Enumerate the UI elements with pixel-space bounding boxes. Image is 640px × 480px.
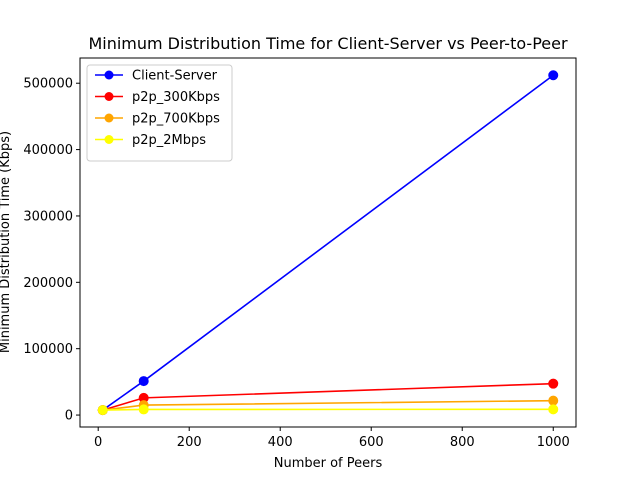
data-point-p2p-2mbps (548, 404, 559, 415)
legend: Client-Server p2p_300Kbps p2p_700Kbps p2p_2… (86, 64, 233, 162)
legend-label: p2p_300Kbps (132, 90, 220, 105)
y-axis-label: Minimum Distribution Time (Kbps) (0, 131, 13, 353)
data-point-p2p-2mbps (97, 405, 108, 416)
legend-marker (104, 135, 114, 144)
y-tick-label: 400000 (23, 143, 73, 158)
y-tick-label: 0 (65, 409, 73, 424)
plot-frame (79, 57, 577, 428)
x-tick-label: 600 (359, 435, 384, 450)
data-point-p2p-700kbps (548, 395, 559, 406)
data-point-p2p-2mbps (138, 404, 149, 415)
y-tick-label: 100000 (23, 342, 73, 357)
chart-title: Minimum Distribution Time for Client-Ser… (88, 34, 568, 53)
x-axis-label: Number of Peers (274, 456, 383, 471)
series-line-p2p-2mbps (102, 408, 554, 411)
legend-marker (104, 92, 114, 101)
legend-marker (104, 113, 114, 123)
legend-label: p2p_2Mbps (132, 133, 206, 148)
series-layer (97, 70, 559, 416)
x-tick-label: 0 (94, 435, 102, 450)
x-axis-ticks: 0 200 400 600 800 1000 (94, 427, 570, 450)
data-point-p2p-300kbps (548, 378, 559, 389)
data-point-client-server (138, 376, 149, 387)
y-tick-label: 500000 (23, 77, 73, 92)
x-tick-label: 400 (268, 435, 293, 450)
x-tick-label: 1000 (537, 435, 570, 450)
legend-marker (104, 70, 114, 80)
legend-box (86, 64, 233, 162)
x-tick-label: 800 (450, 435, 475, 450)
y-tick-label: 200000 (23, 276, 73, 291)
legend-label: Client-Server (132, 69, 218, 84)
legend-label: p2p_700Kbps (132, 112, 220, 127)
y-tick-label: 300000 (23, 209, 73, 224)
y-axis-ticks: 0 100000 200000 300000 400000 500000 (23, 77, 80, 424)
x-tick-label: 200 (177, 435, 202, 450)
data-point-client-server (548, 70, 559, 81)
